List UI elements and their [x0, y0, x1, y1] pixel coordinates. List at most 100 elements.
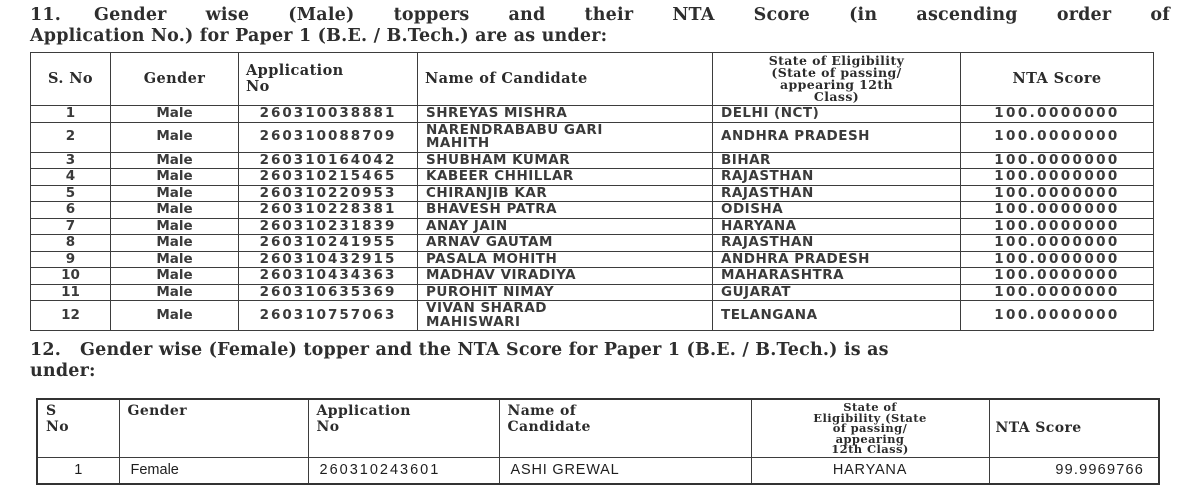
table-cell: Male [110, 121, 239, 153]
table-cell: 12 [30, 300, 111, 331]
table-cell: 100.0000000 [960, 234, 1154, 252]
table-cell: HARYANA [712, 217, 961, 235]
table-cell: Male [110, 217, 239, 235]
col-header-application-no: Application No [238, 52, 418, 106]
table-cell: ANAY JAIN [417, 217, 713, 235]
table-cell: 9 [30, 250, 111, 268]
section-11-heading: 11. Gender wise (Male) toppers and their … [30, 5, 1170, 47]
table-row: 8 Male 260310241955 ARNAV GAUTAM RAJASTHAN 10… [30, 234, 1154, 252]
table-cell: 3 [30, 151, 111, 169]
table-cell: ODISHA [712, 201, 961, 219]
table-cell: RAJASTHAN [712, 168, 961, 186]
male-toppers-table: S. No Gender Application No Name of Cand… [30, 52, 1154, 331]
table-cell: HARYANA [750, 456, 990, 485]
table-cell: 260310231839 [238, 217, 418, 235]
table-cell: 5 [30, 184, 111, 202]
table-cell: NARENDRABABU GARI MAHITH [417, 121, 713, 153]
table-cell: CHIRANJIB KAR [417, 184, 713, 202]
heading-line: 12. Gender wise (Female) topper and the N… [30, 340, 1170, 361]
table-cell: Male [110, 105, 239, 123]
table-cell: Male [110, 184, 239, 202]
table-cell: 260310164042 [238, 151, 418, 169]
section-number: 12. [30, 340, 62, 360]
table-cell: 99.9969766 [988, 456, 1160, 485]
table-cell: 4 [30, 168, 111, 186]
table-row: 10 Male 260310434363 MADHAV VIRADIYA MAHARAS… [30, 267, 1154, 285]
table-cell: PASALA MOHITH [417, 250, 713, 268]
table-cell: 100.0000000 [960, 121, 1154, 153]
table-row: 7 Male 260310231839 ANAY JAIN HARYANA 100.000… [30, 217, 1154, 235]
table-cell: Male [110, 234, 239, 252]
section-12-heading: 12. Gender wise (Female) topper and the N… [30, 340, 1170, 382]
table-cell: BIHAR [712, 151, 961, 169]
table-cell: VIVAN SHARAD MAHISWARI [417, 300, 713, 331]
table-cell: 100.0000000 [960, 151, 1154, 169]
table-cell: 100.0000000 [960, 184, 1154, 202]
table-cell: 260310434363 [238, 267, 418, 285]
table-cell: 260310243601 [307, 456, 500, 485]
table-cell: Female [118, 456, 309, 485]
heading-text: Gender wise (Male) toppers and their NTA… [94, 5, 1170, 25]
table-row: 6 Male 260310228381 BHAVESH PATRA ODISHA 100.… [30, 201, 1154, 219]
table-cell: BHAVESH PATRA [417, 201, 713, 219]
table-row: 5 Male 260310220953 CHIRANJIB KAR RAJASTHAN 1… [30, 184, 1154, 202]
table-cell: ANDHRA PRADESH [712, 250, 961, 268]
table-cell: 2 [30, 121, 111, 153]
heading-line: Application No.) for Paper 1 (B.E. / B.T… [30, 26, 608, 46]
table-cell: RAJASTHAN [712, 234, 961, 252]
table-cell: 100.0000000 [960, 283, 1154, 301]
table-row: 4 Male 260310215465 KABEER CHHILLAR RAJASTHA… [30, 168, 1154, 186]
table-cell: Male [110, 168, 239, 186]
table-cell: ANDHRA PRADESH [712, 121, 961, 153]
table-cell: 260310241955 [238, 234, 418, 252]
table-cell: 260310215465 [238, 168, 418, 186]
section-number: 11. [30, 5, 62, 25]
col-header-nta-score: NTA Score [988, 398, 1160, 458]
col-header-state-of-eligibility: State of Eligibility (State of passing/ … [712, 52, 961, 106]
table-header-row: S. No Gender Application No Name of Cand… [30, 52, 1154, 106]
table-cell: 6 [30, 201, 111, 219]
table-cell: 8 [30, 234, 111, 252]
table-row: 1 Male 260310038881 SHREYAS MISHRA DELHI (NC… [30, 105, 1154, 123]
table-cell: 260310220953 [238, 184, 418, 202]
table-cell: DELHI (NCT) [712, 105, 961, 123]
col-header-gender: Gender [118, 398, 309, 458]
col-header-gender: Gender [110, 52, 239, 106]
table-cell: 260310635369 [238, 283, 418, 301]
table-cell: MAHARASHTRA [712, 267, 961, 285]
table-cell: KABEER CHHILLAR [417, 168, 713, 186]
female-topper-table: S No Gender Application No Name of Candi… [36, 398, 1160, 485]
table-cell: 100.0000000 [960, 201, 1154, 219]
table-cell: 260310088709 [238, 121, 418, 153]
table-cell: 1 [30, 105, 111, 123]
table-cell: Male [110, 283, 239, 301]
table-row: 12 Male 260310757063 VIVAN SHARAD MAHISWARI… [30, 300, 1154, 331]
table-body: 1 Female 260310243601 ASHI GREWAL HARYANA 99.… [36, 456, 1160, 485]
table-cell: 7 [30, 217, 111, 235]
table-cell: PUROHIT NIMAY [417, 283, 713, 301]
table-cell: 260310432915 [238, 250, 418, 268]
heading-text: Gender wise (Female) topper and the NTA … [80, 340, 889, 360]
col-header-state-of-eligibility: State of Eligibility (State of passing/ … [750, 398, 990, 458]
table-cell: 260310228381 [238, 201, 418, 219]
table-cell: 100.0000000 [960, 105, 1154, 123]
table-body: 1 Male 260310038881 SHREYAS MISHRA DELHI (NC… [30, 105, 1154, 331]
table-cell: 11 [30, 283, 111, 301]
col-header-sno: S. No [30, 52, 111, 106]
table-cell: 260310757063 [238, 300, 418, 331]
table-row: 1 Female 260310243601 ASHI GREWAL HARYANA 99.… [36, 456, 1160, 485]
col-header-candidate-name: Name of Candidate [498, 398, 752, 458]
table-cell: MADHAV VIRADIYA [417, 267, 713, 285]
table-cell: 260310038881 [238, 105, 418, 123]
col-header-application-no: Application No [307, 398, 500, 458]
table-header-row: S No Gender Application No Name of Candi… [36, 398, 1160, 458]
table-cell: Male [110, 151, 239, 169]
table-cell: SHUBHAM KUMAR [417, 151, 713, 169]
table-cell: 1 [36, 456, 120, 485]
table-cell: Male [110, 300, 239, 331]
heading-line: under: [30, 361, 96, 381]
table-cell: ARNAV GAUTAM [417, 234, 713, 252]
table-cell: SHREYAS MISHRA [417, 105, 713, 123]
table-row: 2 Male 260310088709 NARENDRABABU GARI MAHIT… [30, 121, 1154, 153]
